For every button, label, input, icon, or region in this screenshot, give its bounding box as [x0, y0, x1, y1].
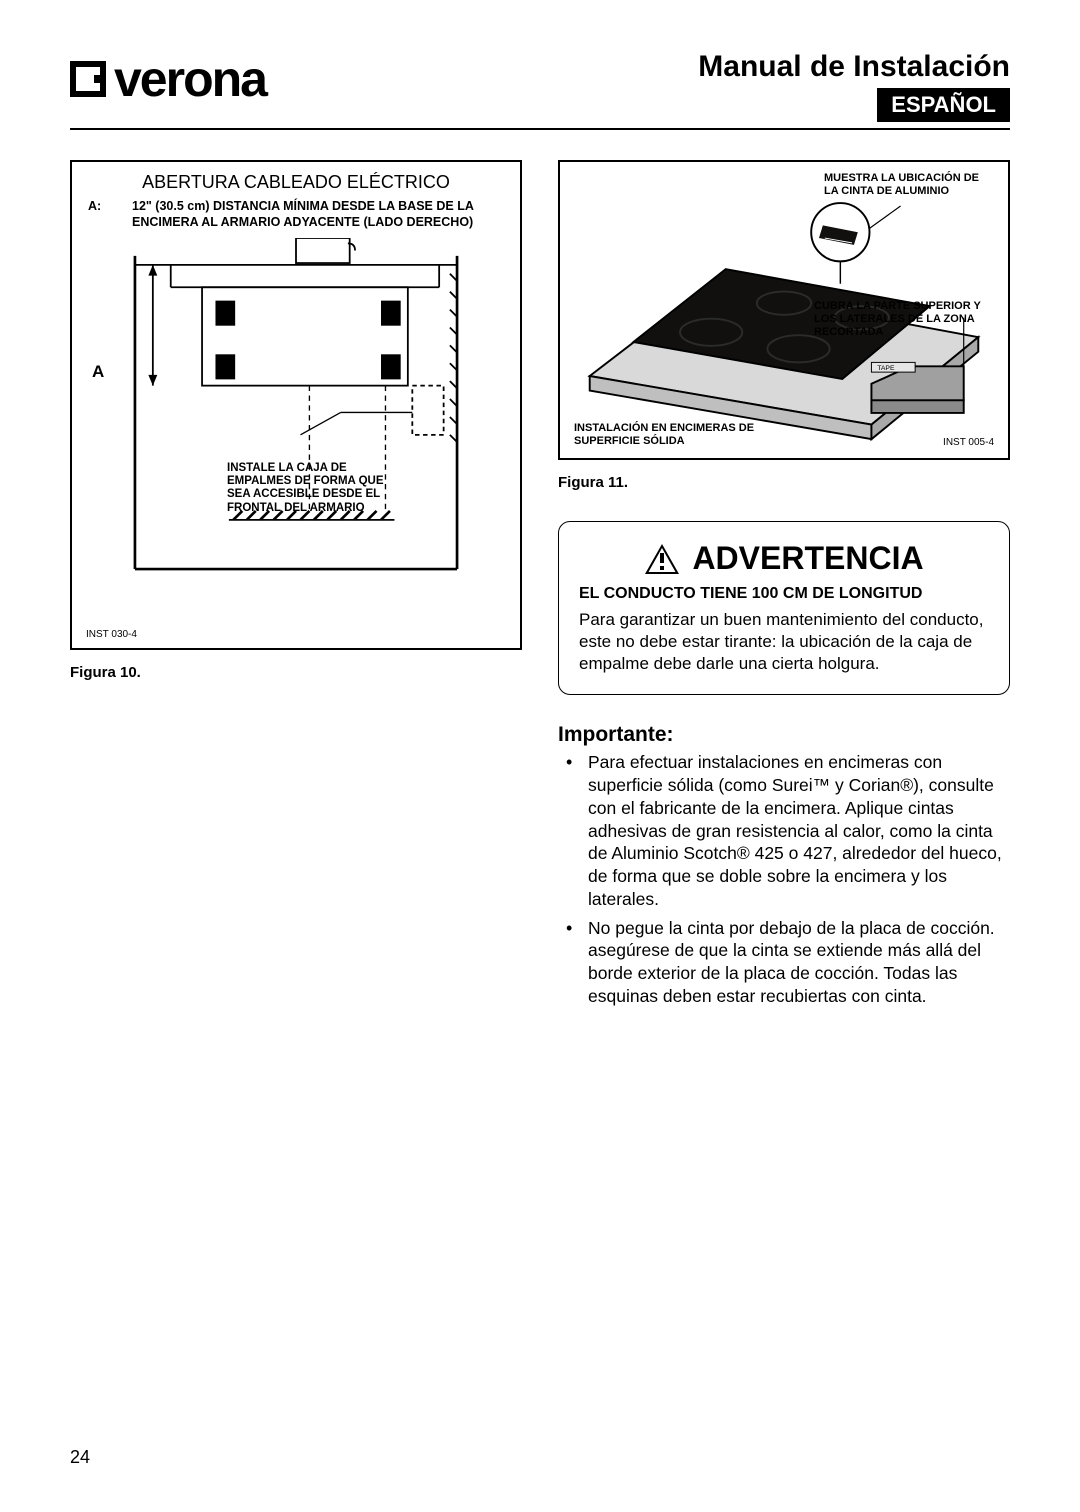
important-bullet: Para efectuar instalaciones en encimeras… [588, 751, 1010, 910]
dim-a-label: A [92, 362, 104, 382]
warning-body: Para garantizar un buen mantenimiento de… [579, 609, 989, 674]
inst-code-10: INST 030-4 [86, 629, 137, 640]
important-list: Para efectuar instalaciones en encimeras… [558, 751, 1010, 1007]
figure-11-caption: Figura 11. [558, 474, 1010, 491]
important-bullet: No pegue la cinta por debajo de la placa… [588, 917, 1010, 1008]
figure-11-box: TAPE MUESTRA LA UBICACIÓN DE LA CINTA DE… [558, 160, 1010, 460]
tape-label-svg: TAPE [877, 365, 895, 372]
header-right: Manual de Instalación ESPAÑOL [698, 50, 1010, 122]
figure-10-title: ABERTURA CABLEADO ELÉCTRICO [86, 172, 506, 193]
manual-title: Manual de Instalación [698, 50, 1010, 84]
dim-a-text: 12" (30.5 cm) DISTANCIA MÍNIMA DESDE LA … [132, 199, 473, 229]
language-badge: ESPAÑOL [877, 88, 1010, 122]
warning-header: ADVERTENCIA [579, 540, 989, 577]
warning-subtitle: EL CONDUCTO TIENE 100 CM DE LONGITUD [579, 585, 989, 603]
warning-icon [644, 543, 680, 575]
important-heading: Importante: [558, 723, 1010, 747]
figure-10-subcaption: A:12" (30.5 cm) DISTANCIA MÍNIMA DESDE L… [86, 199, 506, 230]
page-header: verona Manual de Instalación ESPAÑOL [70, 50, 1010, 122]
figure-10-caption: Figura 10. [70, 664, 522, 681]
fig11-note-top: MUESTRA LA UBICACIÓN DE LA CINTA DE ALUM… [824, 172, 994, 198]
junction-box-note: INSTALE LA CAJA DE EMPALMES DE FORMA QUE… [227, 462, 397, 515]
page-number: 24 [70, 1447, 90, 1468]
logo-mark [70, 61, 106, 97]
warning-box: ADVERTENCIA EL CONDUCTO TIENE 100 CM DE … [558, 521, 1010, 695]
brand-logo: verona [70, 50, 266, 108]
figure-10-box: ABERTURA CABLEADO ELÉCTRICO A:12" (30.5 … [70, 160, 522, 650]
header-rule [70, 128, 1010, 130]
left-column: ABERTURA CABLEADO ELÉCTRICO A:12" (30.5 … [70, 160, 522, 1014]
fig11-note-right: CUBRA LA PARTE SUPERIOR Y LOS LATERALES … [814, 300, 994, 340]
content-columns: ABERTURA CABLEADO ELÉCTRICO A:12" (30.5 … [70, 160, 1010, 1014]
dim-a-letter: A: [110, 199, 132, 215]
fig11-note-bottom: INSTALACIÓN EN ENCIMERAS DE SUPERFICIE S… [574, 422, 774, 448]
brand-name: verona [114, 50, 266, 108]
figure-10-diagram [86, 238, 506, 578]
inst-code-11: INST 005-4 [943, 437, 994, 448]
right-column: TAPE MUESTRA LA UBICACIÓN DE LA CINTA DE… [558, 160, 1010, 1014]
warning-title: ADVERTENCIA [692, 540, 923, 577]
